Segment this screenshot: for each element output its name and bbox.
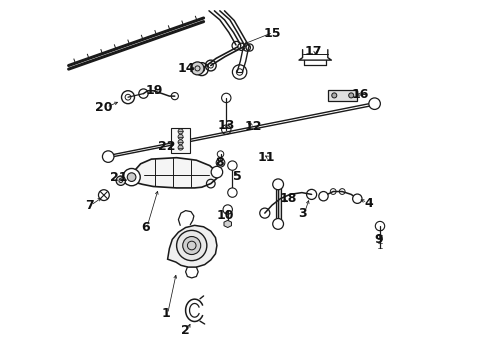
Circle shape — [319, 192, 328, 201]
Bar — [171, 128, 190, 153]
Text: 13: 13 — [218, 119, 235, 132]
Circle shape — [353, 194, 362, 203]
Circle shape — [178, 145, 183, 150]
Circle shape — [178, 140, 183, 145]
Text: 5: 5 — [233, 170, 242, 183]
Text: 14: 14 — [178, 62, 196, 75]
Text: 15: 15 — [263, 27, 281, 40]
Circle shape — [183, 237, 201, 255]
Circle shape — [273, 219, 284, 229]
Text: 20: 20 — [95, 101, 113, 114]
Text: 2: 2 — [181, 324, 190, 337]
Circle shape — [123, 168, 140, 186]
Text: 19: 19 — [146, 84, 163, 97]
Circle shape — [369, 98, 380, 109]
Text: 6: 6 — [142, 221, 150, 234]
Bar — [328, 90, 357, 101]
Text: 21: 21 — [110, 171, 127, 184]
Text: 7: 7 — [85, 199, 94, 212]
Polygon shape — [168, 225, 217, 267]
Text: 10: 10 — [217, 209, 234, 222]
Polygon shape — [130, 158, 217, 188]
Circle shape — [191, 62, 204, 75]
Text: 12: 12 — [245, 120, 262, 133]
Circle shape — [228, 161, 237, 170]
Text: 9: 9 — [374, 233, 383, 246]
Circle shape — [178, 134, 183, 139]
Text: 4: 4 — [365, 197, 373, 210]
Circle shape — [127, 173, 136, 181]
Circle shape — [273, 179, 284, 190]
Circle shape — [332, 93, 337, 98]
Circle shape — [216, 158, 225, 167]
Circle shape — [211, 166, 222, 178]
Text: 22: 22 — [158, 140, 175, 153]
Circle shape — [116, 176, 125, 185]
Text: 3: 3 — [298, 207, 307, 220]
Polygon shape — [224, 220, 231, 228]
Text: 18: 18 — [279, 192, 297, 205]
Text: 16: 16 — [351, 88, 369, 101]
Text: 8: 8 — [216, 156, 224, 169]
Circle shape — [228, 188, 237, 197]
Circle shape — [178, 129, 183, 134]
Text: 1: 1 — [161, 307, 170, 320]
Text: 11: 11 — [257, 151, 274, 164]
Text: 17: 17 — [305, 45, 322, 58]
Circle shape — [176, 230, 207, 261]
Circle shape — [349, 93, 354, 98]
Circle shape — [102, 151, 114, 162]
